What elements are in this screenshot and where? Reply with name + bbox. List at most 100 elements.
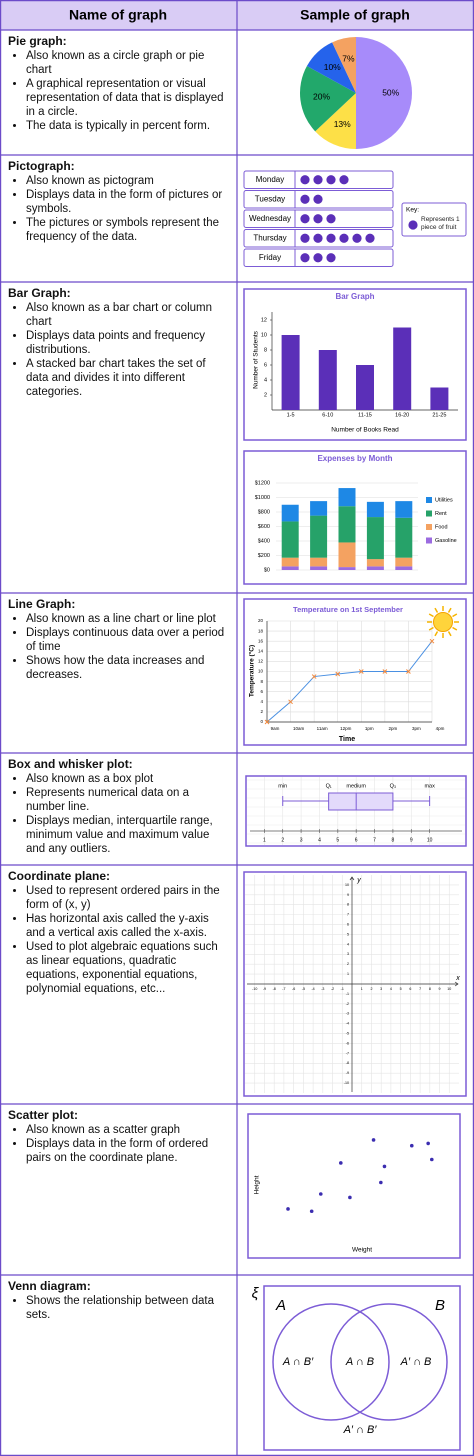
x-tick-label: 8 (392, 837, 395, 843)
picto-symbol (300, 194, 310, 204)
bar-segment (338, 488, 356, 507)
x-tick-label: 6-10 (322, 412, 333, 418)
y-tick-label: 10 (258, 669, 264, 674)
y-tick-label: 2 (260, 709, 263, 714)
x-tick-label: 11am (317, 726, 328, 731)
box-label: medium (346, 783, 366, 789)
data-point (358, 669, 364, 674)
box-label: Q₃ (390, 783, 397, 789)
slice-label: 13% (334, 119, 351, 129)
x-tick-label: 9 (410, 837, 413, 843)
sun-ray (452, 626, 458, 631)
x-tick-label: 12pm (340, 726, 352, 731)
key-text: Represents 1 piece of fruit (421, 216, 460, 231)
y-tick-label: $200 (258, 553, 270, 559)
sun-icon (427, 606, 459, 638)
picto-label: Thursday (253, 233, 286, 242)
bar-segment (281, 566, 299, 570)
box-label: min (278, 783, 287, 789)
y-tick-label: -7 (346, 1051, 349, 1055)
axis-label: Weight (352, 1247, 372, 1254)
y-tick-label: $1000 (255, 495, 270, 501)
picto-symbol (300, 253, 310, 263)
picto-symbol (339, 175, 349, 185)
y-tick-label: 4 (260, 699, 263, 704)
universe-label: ξ (252, 1285, 260, 1302)
data-point (406, 669, 411, 674)
data-point (288, 699, 293, 705)
y-tick-label: 10 (345, 883, 349, 887)
box (328, 792, 394, 811)
bar-segment (281, 521, 299, 558)
bar (318, 350, 337, 410)
point (409, 1143, 414, 1148)
point (318, 1192, 323, 1196)
bar (281, 335, 300, 410)
bar-segment (395, 501, 413, 518)
pie-slice (306, 42, 356, 93)
slice-label: 20% (313, 92, 330, 102)
bullet: Also known as a line chart or line plot (26, 612, 230, 626)
legend-swatch (426, 524, 432, 530)
x-tick-label: 11-15 (358, 412, 372, 418)
bullet: Shows how the data increases and decreas… (26, 654, 230, 682)
x-tick-label: 6 (409, 987, 411, 991)
bullet: Displays median, interquartile range, mi… (26, 814, 230, 856)
x-tick-label: -10 (252, 987, 257, 991)
picto-label: Friday (259, 253, 281, 262)
bullet: Also known as a scatter graph (26, 1123, 230, 1137)
bar (356, 365, 374, 410)
row-text: Venn diagram:Shows the relationship betw… (8, 1279, 230, 1322)
x-axis (247, 981, 459, 987)
x-tick-label: 3pm (412, 726, 421, 731)
picto-symbols (300, 253, 336, 263)
bullet: The data is typically in percent form. (26, 119, 230, 133)
y-tick-label: -4 (346, 1022, 349, 1026)
bullet: Has horizontal axis called the y-axis an… (26, 912, 230, 940)
chart-title: Expenses by Month (317, 454, 392, 463)
axis-label: y (356, 877, 361, 884)
chart-title: Bar Graph (335, 292, 374, 301)
bullet: Also known as a box plot (26, 772, 230, 786)
axis-label: Number of Books Read (331, 427, 399, 434)
y-tick-label: 9 (347, 893, 349, 897)
bar-segment (338, 506, 356, 543)
key-symbol (408, 220, 418, 230)
x-tick-label: 4pm (436, 726, 445, 731)
picto-symbol (313, 214, 323, 224)
picto-symbol (313, 175, 323, 185)
picto-symbol (313, 233, 323, 243)
x-tick-label: 2pm (388, 726, 397, 731)
header-cell: Name of graph (69, 7, 167, 23)
set-label: B (435, 1297, 445, 1314)
picto-symbol (300, 233, 310, 243)
y-tick-label: 6 (264, 362, 267, 368)
bar-segment (310, 566, 328, 570)
picto-symbol (326, 175, 336, 185)
x-tick-label: 9 (439, 987, 441, 991)
bar-segment (281, 504, 299, 522)
picto-label: Tuesday (255, 194, 285, 203)
picto-symbol (326, 233, 336, 243)
key-title: Key: (406, 207, 419, 214)
bullet-list: Also known as a bar chart or column char… (8, 301, 230, 399)
data-point (335, 671, 341, 677)
bullet: Also known as a circle graph or pie char… (26, 49, 230, 77)
x-tick-label: 3 (300, 837, 303, 843)
region-label: A ∩ B (345, 1356, 374, 1368)
box-label: max (424, 783, 435, 789)
bullet: Displays continuous data over a period o… (26, 626, 230, 654)
x-tick-label: -5 (302, 987, 305, 991)
bar-segment (366, 566, 384, 570)
set-circle (330, 1303, 448, 1421)
y-tick-label: $1200 (255, 480, 270, 486)
data-point (311, 674, 317, 679)
set-circle (272, 1303, 390, 1421)
y-tick-label: 8 (260, 679, 263, 684)
picto-symbol (313, 253, 323, 263)
picto-symbol (313, 194, 323, 204)
x-tick-label: -4 (311, 987, 314, 991)
y-tick-label: 8 (264, 347, 267, 353)
point (379, 1180, 383, 1185)
bullet: Shows the relationship between data sets… (26, 1294, 230, 1322)
